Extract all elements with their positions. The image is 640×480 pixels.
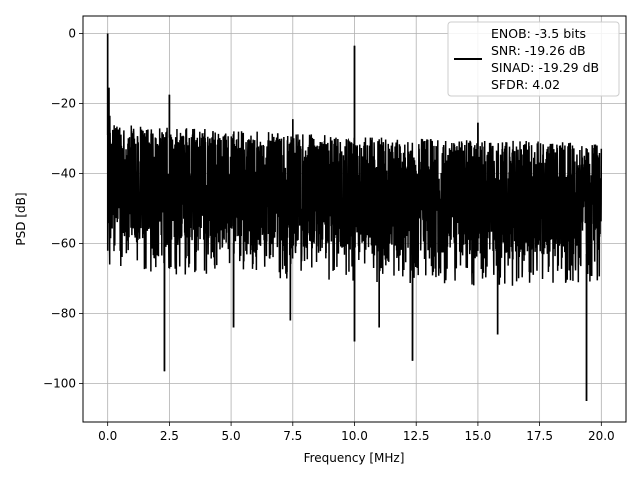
y-tick-label: −40	[51, 167, 76, 181]
x-tick-label: 10.0	[341, 429, 368, 443]
y-axis-ticks: 0 −20 −40 −60 −80 −100	[43, 27, 83, 391]
x-tick-label: 12.5	[403, 429, 430, 443]
series-psd	[106, 33, 603, 402]
y-tick-label: 0	[68, 27, 76, 41]
legend: ENOB: -3.5 bits SNR: -19.26 dB SINAD: -1…	[447, 21, 620, 97]
legend-sinad: SINAD: -19.29 dB	[491, 60, 599, 75]
y-tick-label: −60	[51, 237, 76, 251]
y-axis-label: PSD [dB]	[14, 192, 28, 245]
y-tick-label: −20	[51, 97, 76, 111]
legend-sfdr: SFDR: 4.02	[491, 77, 560, 92]
x-tick-label: 20.0	[588, 429, 615, 443]
legend-box	[447, 21, 620, 97]
x-tick-label: 0.0	[98, 429, 117, 443]
x-axis-label: Frequency [MHz]	[304, 451, 405, 465]
y-tick-label: −100	[43, 377, 76, 391]
x-tick-label: 2.5	[160, 429, 179, 443]
x-tick-label: 15.0	[465, 429, 492, 443]
legend-enob: ENOB: -3.5 bits	[491, 26, 586, 41]
x-tick-label: 17.5	[526, 429, 553, 443]
y-tick-label: −80	[51, 307, 76, 321]
x-tick-label: 5.0	[222, 429, 241, 443]
x-axis-ticks: 0.0 2.5 5.0 7.5 10.0 12.5 15.0 17.5 20.0	[98, 422, 615, 443]
x-tick-label: 7.5	[283, 429, 302, 443]
legend-snr: SNR: -19.26 dB	[491, 43, 586, 58]
